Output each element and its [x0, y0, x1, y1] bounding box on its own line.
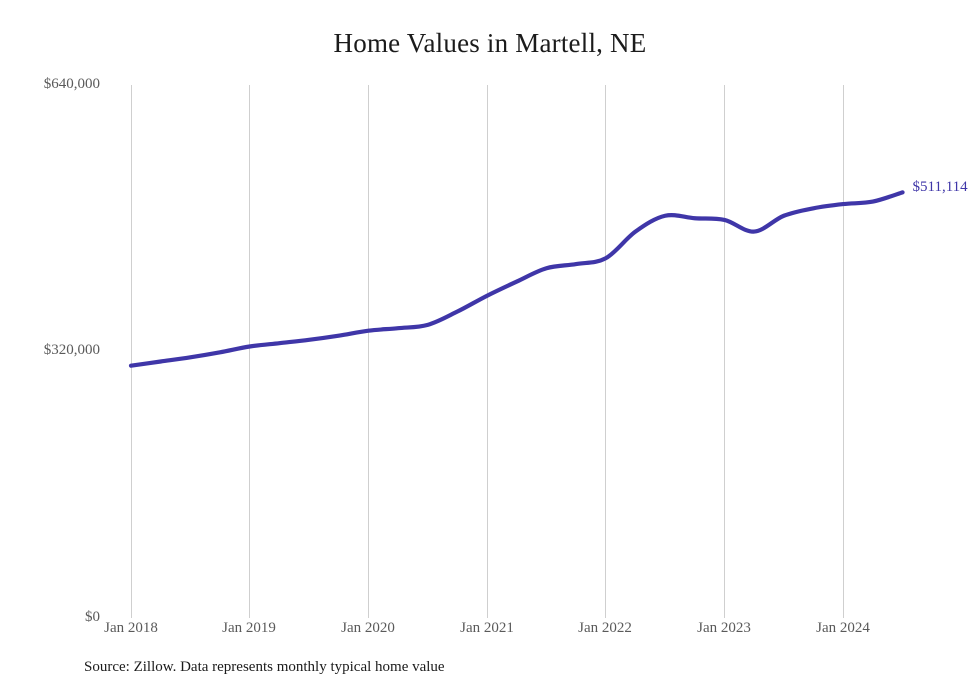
xtick-label-jan-2019: Jan 2019: [222, 620, 276, 636]
gridline-jan-2022: [605, 85, 606, 618]
gridline-jan-2018: [131, 85, 132, 618]
xtick-label-jan-2023: Jan 2023: [697, 620, 751, 636]
xtick-label-jan-2022: Jan 2022: [578, 620, 632, 636]
ytick-label-640000: $640,000: [43, 76, 100, 92]
source-note: Source: Zillow. Data represents monthly …: [84, 659, 445, 675]
xtick-label-jan-2021: Jan 2021: [460, 620, 514, 636]
chart-title: Home Values in Martell, NE: [333, 28, 647, 58]
gridline-jan-2023: [724, 85, 725, 618]
series-line-typical-home-value: [128, 190, 905, 368]
endpoint-value-label: $511,114: [912, 179, 968, 196]
gridline-jan-2021: [487, 85, 488, 618]
gridline-jan-2020: [368, 85, 369, 618]
xtick-label-jan-2024: Jan 2024: [816, 620, 870, 636]
ytick-label-0: $0: [85, 609, 100, 625]
gridline-jan-2024: [843, 85, 844, 618]
gridline-jan-2019: [249, 85, 250, 618]
ytick-label-320000: $320,000: [43, 342, 100, 358]
xtick-label-jan-2020: Jan 2020: [341, 620, 395, 636]
xtick-label-jan-2018: Jan 2018: [104, 620, 158, 636]
